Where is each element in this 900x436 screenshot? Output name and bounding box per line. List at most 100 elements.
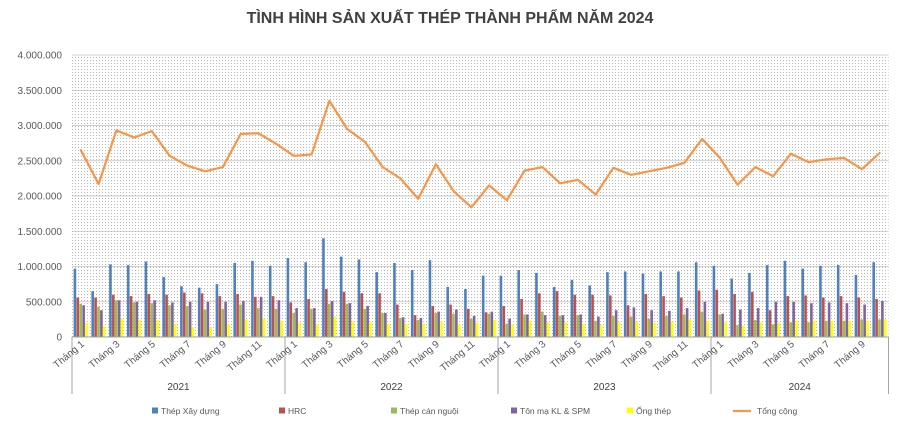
legend-label-hrc: HRC bbox=[288, 406, 306, 416]
bar-thep-xay-dung-2021-9 bbox=[215, 284, 219, 338]
bar-ton-ma-kl-spm-2021-7 bbox=[188, 301, 192, 337]
bar-ong-thep-2022-12 bbox=[493, 320, 497, 337]
y-tick-label: 0 bbox=[56, 333, 62, 344]
bar-ton-ma-kl-spm-2023-10 bbox=[668, 310, 671, 337]
legend-swatch-hrc bbox=[279, 407, 285, 414]
bar-ton-ma-kl-spm-2021-9 bbox=[224, 301, 227, 337]
bar-ton-ma-kl-spm-2021-1 bbox=[82, 305, 85, 337]
bar-thep-xay-dung-2021-7 bbox=[180, 286, 183, 337]
bar-thep-can-nguoi-2024-8 bbox=[842, 320, 846, 337]
bar-ton-ma-kl-spm-2023-1 bbox=[508, 318, 511, 337]
bar-thep-xay-dung-2022-1 bbox=[286, 258, 290, 337]
bar-thep-xay-dung-2023-8 bbox=[623, 271, 627, 337]
bar-ong-thep-2022-7 bbox=[404, 323, 408, 337]
bar-thep-can-nguoi-2023-6 bbox=[594, 320, 597, 337]
bar-ong-thep-2023-1 bbox=[511, 324, 514, 337]
bar-hrc-2021-1 bbox=[76, 297, 80, 337]
bar-ong-thep-2023-7 bbox=[617, 322, 621, 337]
bar-thep-can-nguoi-2021-4 bbox=[132, 302, 136, 337]
bar-ton-ma-kl-spm-2022-5 bbox=[366, 305, 369, 337]
bar-hrc-2023-3 bbox=[538, 293, 541, 337]
bar-hrc-2021-12 bbox=[271, 296, 275, 337]
bar-hrc-2021-11 bbox=[254, 296, 257, 337]
chart-title: TÌNH HÌNH SẢN XUẤT THÉP THÀNH PHẨM NĂM 2… bbox=[247, 8, 654, 27]
bar-thep-can-nguoi-2023-2 bbox=[523, 314, 526, 337]
bar-hrc-2022-6 bbox=[378, 293, 381, 337]
x-tick-label: Tháng 7 bbox=[371, 339, 407, 371]
bar-ong-thep-2023-3 bbox=[546, 322, 550, 337]
bar-ton-ma-kl-spm-2021-4 bbox=[135, 301, 139, 337]
bar-ong-thep-2024-7 bbox=[830, 320, 834, 337]
bar-ong-thep-2023-5 bbox=[582, 323, 585, 337]
bar-ton-ma-kl-spm-2022-11 bbox=[472, 315, 476, 337]
bar-thep-can-nguoi-2022-8 bbox=[416, 320, 420, 337]
legend-label-tong-cong: Tổng cộng bbox=[757, 406, 797, 416]
bar-thep-xay-dung-2021-8 bbox=[197, 287, 201, 337]
bar-hrc-2022-4 bbox=[342, 291, 346, 337]
bar-ton-ma-kl-spm-2022-10 bbox=[455, 309, 458, 337]
bar-thep-can-nguoi-2024-1 bbox=[718, 314, 722, 337]
y-tick-label: 1.000.000 bbox=[18, 262, 63, 273]
bar-hrc-2023-10 bbox=[662, 296, 665, 337]
bar-thep-can-nguoi-2023-11 bbox=[682, 314, 686, 337]
y-tick-label: 2.000.000 bbox=[18, 192, 63, 203]
x-tick-label: Tháng 9 bbox=[407, 339, 443, 371]
bar-thep-xay-dung-2024-1 bbox=[712, 265, 716, 337]
bar-thep-xay-dung-2023-3 bbox=[535, 272, 538, 337]
bar-ong-thep-2021-8 bbox=[209, 327, 213, 337]
bar-hrc-2022-8 bbox=[413, 315, 417, 337]
bar-ton-ma-kl-spm-2023-6 bbox=[597, 316, 600, 337]
bar-hrc-2023-5 bbox=[573, 294, 577, 337]
x-tick-label: Tháng 5 bbox=[123, 339, 159, 371]
bar-hrc-2023-9 bbox=[644, 294, 648, 337]
bar-thep-xay-dung-2022-8 bbox=[410, 270, 414, 337]
bar-thep-can-nguoi-2023-5 bbox=[576, 315, 580, 337]
bar-thep-can-nguoi-2024-2 bbox=[736, 325, 739, 337]
bar-ton-ma-kl-spm-2023-12 bbox=[703, 301, 707, 337]
x-tick-label: Tháng 1 bbox=[691, 339, 727, 371]
bar-ong-thep-2024-6 bbox=[812, 320, 816, 337]
bar-ong-thep-2023-6 bbox=[599, 325, 603, 337]
line-tong-cong bbox=[79, 99, 881, 209]
bar-thep-can-nguoi-2022-5 bbox=[363, 308, 367, 337]
y-tick-label: 3.500.000 bbox=[18, 86, 63, 97]
bar-ton-ma-kl-spm-2022-9 bbox=[437, 311, 440, 337]
bar-thep-xay-dung-2022-9 bbox=[428, 260, 432, 337]
bar-ong-thep-2022-8 bbox=[422, 323, 426, 337]
legend-swatch-thep-can-nguoi bbox=[391, 407, 397, 414]
legend: Thép Xây dựng HRC Thép cán nguội Tôn mạ KL … bbox=[152, 405, 797, 416]
bar-ton-ma-kl-spm-2024-10 bbox=[881, 301, 884, 337]
legend-item-ong-thep: Ống thép bbox=[627, 405, 671, 416]
bar-thep-xay-dung-2023-7 bbox=[606, 272, 609, 337]
x-tick-label: Tháng 3 bbox=[300, 339, 336, 371]
bar-hrc-2022-7 bbox=[396, 304, 399, 337]
bar-ong-thep-2022-9 bbox=[440, 321, 443, 337]
bar-thep-xay-dung-2024-4 bbox=[765, 265, 769, 337]
bar-thep-can-nguoi-2024-5 bbox=[789, 322, 793, 337]
bar-thep-xay-dung-2021-5 bbox=[144, 261, 148, 337]
legend-swatch-ong-thep bbox=[627, 407, 633, 414]
bar-thep-xay-dung-2024-10 bbox=[872, 262, 875, 337]
bar-thep-xay-dung-2021-4 bbox=[126, 265, 130, 337]
x-tick-label: Tháng 3 bbox=[726, 339, 762, 371]
bar-thep-xay-dung-2024-6 bbox=[801, 268, 804, 337]
legend-item-thep-can-nguoi: Thép cán nguội bbox=[391, 406, 459, 416]
y-tick-label: 4.000.000 bbox=[18, 51, 63, 62]
year-label: 2024 bbox=[789, 382, 812, 393]
bar-hrc-2022-5 bbox=[360, 293, 364, 337]
bar-thep-xay-dung-2024-2 bbox=[730, 278, 733, 337]
bar-ton-ma-kl-spm-2021-2 bbox=[100, 310, 103, 337]
bar-thep-can-nguoi-2023-1 bbox=[505, 323, 509, 337]
bar-ong-thep-2023-4 bbox=[564, 322, 568, 337]
bar-ong-thep-2024-8 bbox=[848, 320, 852, 337]
bar-thep-xay-dung-2022-4 bbox=[339, 256, 343, 337]
bar-ton-ma-kl-spm-2022-12 bbox=[490, 311, 494, 337]
x-tick-label: Tháng 3 bbox=[513, 339, 549, 371]
bar-ong-thep-2021-4 bbox=[138, 320, 142, 337]
bar-thep-xay-dung-2021-2 bbox=[91, 291, 94, 337]
bar-ong-thep-2022-10 bbox=[457, 324, 461, 337]
bar-hrc-2023-4 bbox=[555, 291, 559, 337]
bar-ton-ma-kl-spm-2023-3 bbox=[543, 315, 547, 337]
bar-thep-can-nguoi-2023-3 bbox=[540, 311, 544, 337]
bar-hrc-2021-8 bbox=[200, 293, 204, 337]
